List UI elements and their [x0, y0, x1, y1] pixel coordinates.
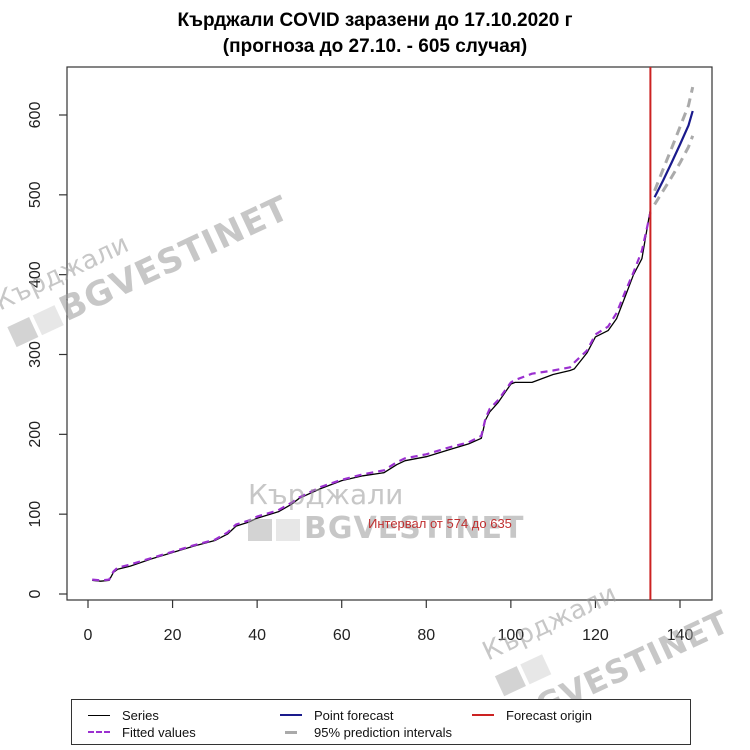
y-tick-label: 0	[27, 589, 44, 598]
legend-item-series: Series	[88, 707, 159, 723]
y-tick-label: 500	[27, 181, 44, 208]
y-tick-label: 200	[27, 421, 44, 448]
x-tick-label: 140	[667, 627, 694, 644]
legend-swatch	[472, 714, 494, 716]
y-tick-label: 300	[27, 341, 44, 368]
legend: Series Fitted values Point forecast 95% …	[71, 699, 691, 745]
plot-frame	[66, 66, 713, 601]
legend-swatch	[280, 714, 302, 716]
legend-swatch	[88, 731, 110, 733]
x-tick-label: 80	[417, 627, 435, 644]
series-line	[653, 86, 695, 192]
legend-label: Fitted values	[122, 724, 196, 740]
legend-swatch	[285, 730, 297, 734]
x-tick-label: 100	[498, 627, 525, 644]
legend-label: 95% prediction intervals	[314, 724, 453, 740]
y-tick-label: 400	[27, 261, 44, 288]
chart-title: Кърджали COVID заразени до 17.10.2020 г	[177, 10, 573, 31]
legend-label: Forecast origin	[506, 707, 592, 723]
series-line	[653, 110, 694, 198]
x-tick-label: 0	[84, 627, 93, 644]
x-tick-label: 120	[582, 627, 609, 644]
x-tick-label: 60	[333, 627, 351, 644]
legend-label: Point forecast	[314, 707, 394, 723]
y-tick-label: 100	[27, 501, 44, 528]
series-line	[653, 135, 695, 206]
legend-label: Series	[122, 707, 159, 723]
legend-swatch	[88, 714, 110, 716]
legend-item-prediction-intervals: 95% prediction intervals	[280, 724, 452, 740]
legend-item-point-forecast: Point forecast	[280, 707, 394, 723]
series-line	[92, 209, 652, 582]
chart-subtitle: (прогноза до 27.10. - 605 случая)	[222, 36, 528, 57]
interval-annotation: Интервал от 574 до 635	[368, 516, 512, 531]
series-layer	[92, 86, 695, 582]
x-tick-label: 20	[164, 627, 182, 644]
legend-item-forecast-origin: Forecast origin	[472, 707, 592, 723]
x-tick-label: 40	[248, 627, 266, 644]
x-axis: 0 20 40 60 80 100 120 140	[84, 600, 694, 644]
series-line	[92, 212, 652, 582]
y-tick-label: 600	[27, 102, 44, 129]
y-axis: 0 100 200 300 400 500 600	[27, 102, 67, 598]
legend-item-fitted: Fitted values	[88, 724, 196, 740]
